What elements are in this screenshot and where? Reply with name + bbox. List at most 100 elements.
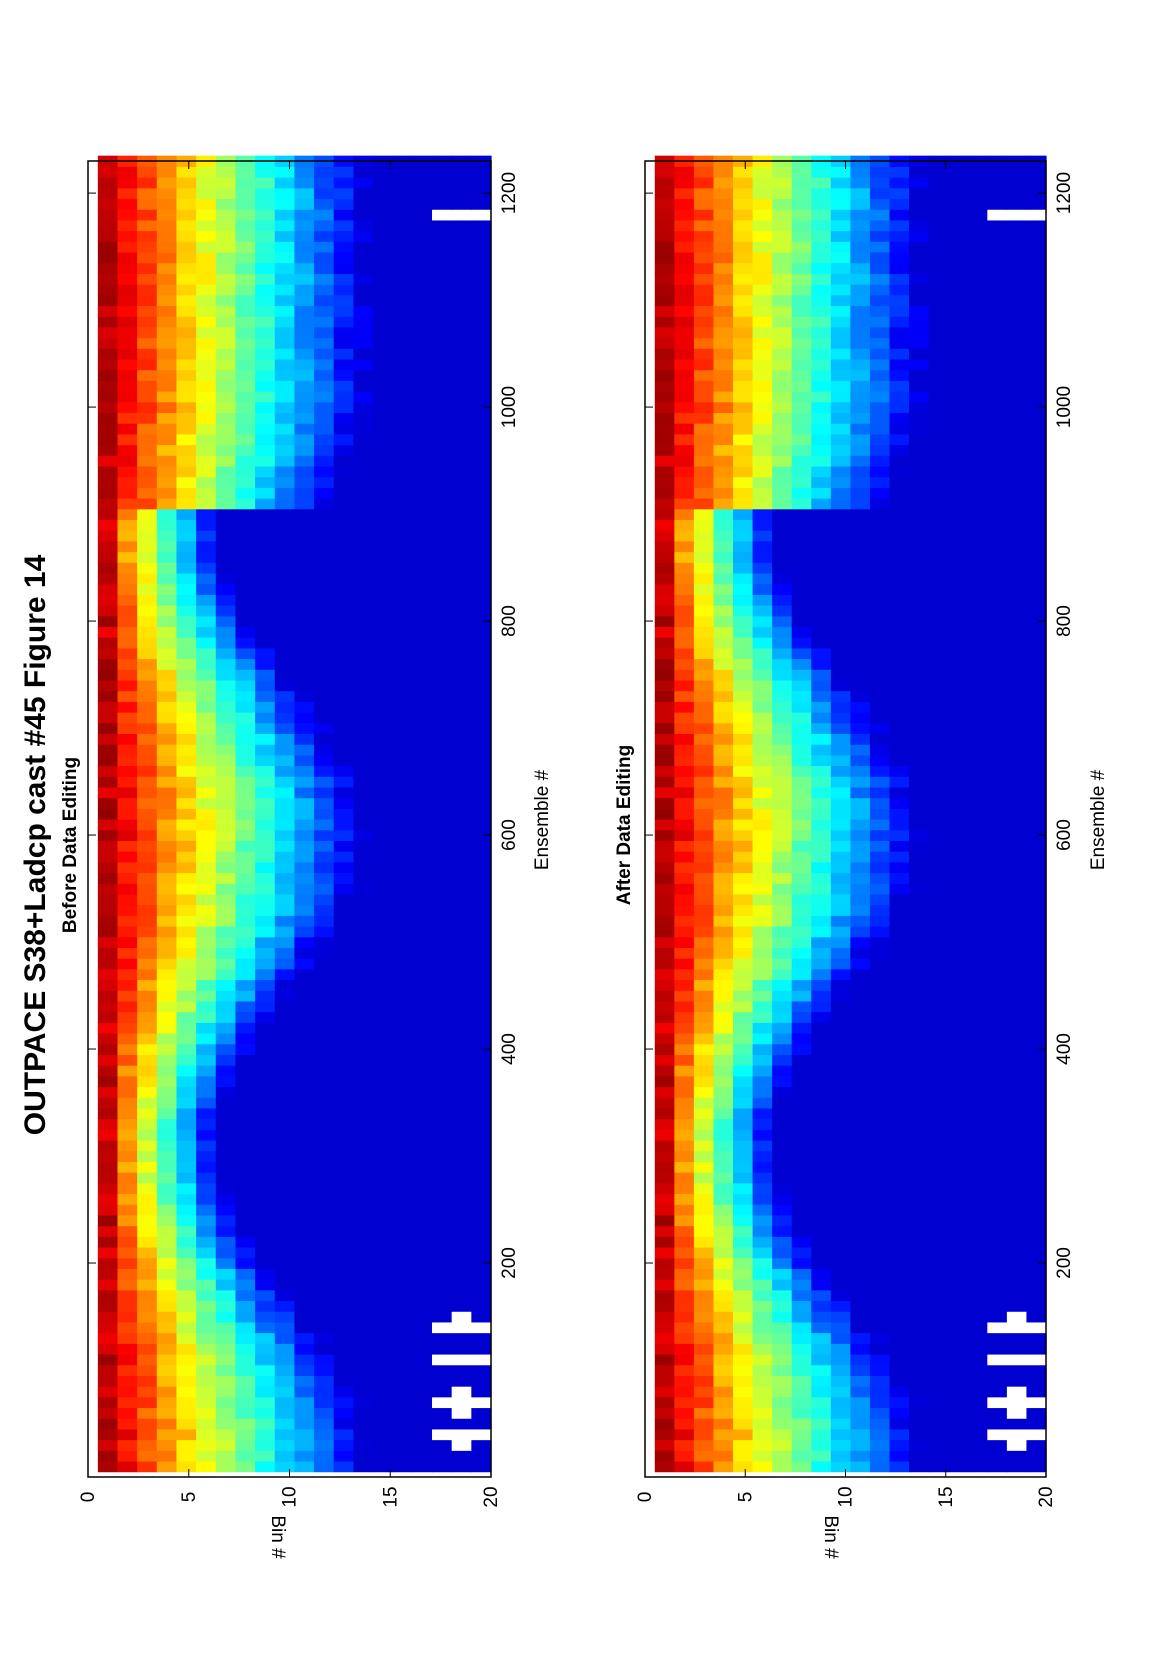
- heatmap-cell: [1026, 1054, 1047, 1066]
- heatmap-cell: [451, 230, 472, 242]
- heatmap-cell: [850, 219, 871, 232]
- heatmap-cell: [392, 487, 413, 499]
- heatmap-cell: [373, 776, 394, 788]
- heatmap-cell: [137, 1065, 158, 1077]
- heatmap-cell: [830, 786, 851, 799]
- heatmap-cell: [412, 925, 433, 938]
- heatmap-cell: [869, 1343, 891, 1355]
- heatmap-cell: [909, 262, 930, 274]
- heatmap-cell: [314, 1289, 335, 1302]
- heatmap-cell: [987, 1172, 1008, 1184]
- heatmap-cell: [733, 915, 754, 927]
- heatmap-cell: [117, 498, 138, 510]
- heatmap-cell: [353, 936, 374, 948]
- heatmap-cell: [97, 861, 119, 874]
- heatmap-cell: [294, 658, 315, 670]
- heatmap-cell: [811, 925, 832, 938]
- heatmap-cell: [137, 808, 158, 820]
- heatmap-cell: [451, 690, 472, 702]
- heatmap-cell: [830, 1418, 851, 1430]
- heatmap-cell: [733, 198, 754, 210]
- heatmap-cell: [412, 433, 433, 446]
- heatmap-cell: [693, 797, 715, 809]
- heatmap-cell: [674, 690, 695, 702]
- heatmap-cell: [333, 754, 354, 767]
- heatmap-cell: [772, 733, 793, 745]
- heatmap-cell: [791, 925, 812, 938]
- heatmap-cell: [392, 1000, 413, 1013]
- heatmap-cell: [909, 1396, 930, 1409]
- heatmap-cell: [196, 551, 217, 563]
- heatmap-cell: [471, 968, 492, 981]
- heatmap-cell: [889, 1343, 910, 1355]
- heatmap-cell: [909, 605, 930, 617]
- heatmap-cell: [830, 423, 851, 435]
- heatmap-cell: [373, 1172, 394, 1184]
- heatmap-cell: [451, 1150, 472, 1162]
- heatmap-cell: [451, 358, 472, 371]
- heatmap-cell: [451, 1225, 472, 1237]
- heatmap-cell: [772, 1279, 793, 1291]
- heatmap-cell: [333, 1172, 354, 1184]
- heatmap-cell: [215, 744, 237, 756]
- heatmap-cell: [373, 358, 394, 371]
- heatmap-cell: [176, 776, 197, 788]
- heatmap-cell: [674, 187, 695, 200]
- heatmap-cell: [314, 904, 335, 916]
- heatmap-cell: [752, 1364, 773, 1376]
- heatmap-cell: [333, 990, 354, 1002]
- heatmap-cell: [1026, 1257, 1047, 1269]
- heatmap-cell: [830, 540, 851, 553]
- heatmap-cell: [176, 786, 197, 799]
- heatmap-cell: [1006, 1311, 1028, 1323]
- heatmap-cell: [733, 433, 754, 446]
- heatmap-cell: [693, 1268, 715, 1280]
- heatmap-cell: [948, 284, 969, 296]
- heatmap-cell: [830, 1150, 851, 1162]
- heatmap-cell: [654, 1086, 675, 1098]
- heatmap-cell: [255, 904, 276, 916]
- heatmap-cell: [733, 358, 754, 371]
- heatmap-cell: [830, 647, 851, 660]
- heatmap-cell: [850, 1375, 871, 1387]
- heatmap-cell: [713, 198, 734, 210]
- heatmap-cell: [693, 1353, 715, 1366]
- heatmap-cell: [156, 1054, 178, 1066]
- heatmap-cell: [373, 1268, 394, 1280]
- heatmap-cell: [274, 326, 296, 339]
- heatmap-cell: [928, 1161, 949, 1173]
- heatmap-cell: [156, 637, 178, 649]
- heatmap-cell: [674, 1450, 695, 1462]
- heatmap-cell: [314, 508, 335, 521]
- heatmap-cell: [97, 701, 119, 713]
- heatmap-cell: [928, 722, 949, 735]
- heatmap-cell: [196, 1107, 217, 1120]
- heatmap-cell: [889, 1075, 910, 1088]
- heatmap-cell: [471, 1107, 492, 1120]
- heatmap-cell: [987, 187, 1008, 200]
- heatmap-cell: [255, 765, 276, 777]
- heatmap-cell: [987, 1364, 1008, 1376]
- heatmap-cell: [733, 669, 754, 681]
- heatmap-cell: [693, 1428, 715, 1441]
- heatmap-cell: [314, 348, 335, 360]
- heatmap-cell: [850, 1279, 871, 1291]
- heatmap-cell: [156, 1364, 178, 1376]
- heatmap-cell: [1026, 1150, 1047, 1162]
- heatmap-cell: [733, 326, 754, 339]
- heatmap-cell: [215, 305, 237, 317]
- heatmap-cell: [693, 305, 715, 317]
- heatmap-cell: [752, 851, 773, 863]
- heatmap-cell: [654, 605, 675, 617]
- heatmap-cell: [274, 262, 296, 274]
- heatmap-cell: [791, 979, 812, 991]
- heatmap-cell: [830, 219, 851, 232]
- heatmap-cell: [1026, 1450, 1047, 1462]
- heatmap-cell: [117, 1139, 138, 1152]
- heatmap-cell: [97, 551, 119, 563]
- heatmap-cell: [772, 786, 793, 799]
- heatmap-cell: [451, 1428, 472, 1441]
- heatmap-cell: [97, 968, 119, 981]
- heatmap-cell: [1026, 487, 1047, 499]
- heatmap-cell: [948, 1129, 969, 1141]
